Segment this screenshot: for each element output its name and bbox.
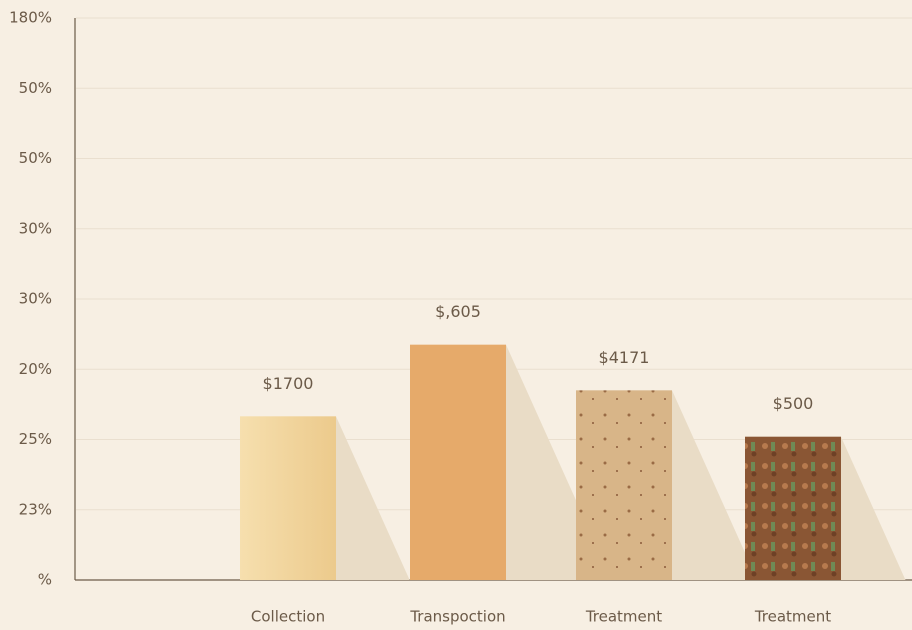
y-tick-label: 25% [19, 430, 52, 448]
y-tick-label: 20% [19, 360, 52, 378]
y-tick-label: 30% [19, 219, 52, 237]
bar-shadow [336, 416, 410, 580]
bar-shadow [672, 390, 758, 580]
bar-annotation: $4171 [599, 348, 650, 367]
bar-annotation: $500 [773, 394, 814, 413]
x-tick-label: Transpoction [409, 608, 505, 626]
bar [410, 344, 506, 580]
x-tick-label: Treatment [585, 608, 662, 626]
bar [745, 436, 841, 580]
y-tick-label: 30% [19, 290, 52, 308]
x-tick-label: Treatment [754, 608, 831, 626]
bar-annotation: $,605 [435, 302, 481, 321]
y-tick-label: 180% [9, 9, 52, 27]
x-tick-label: Collection [251, 608, 325, 626]
bar-shadow [841, 436, 906, 580]
y-tick-label: 50% [19, 79, 52, 97]
y-tick-label: 23% [19, 500, 52, 518]
bar [576, 390, 672, 580]
y-tick-label: 50% [19, 149, 52, 167]
bar [240, 416, 336, 580]
bar-annotation: $1700 [263, 374, 314, 393]
y-tick-label: % [38, 571, 52, 589]
